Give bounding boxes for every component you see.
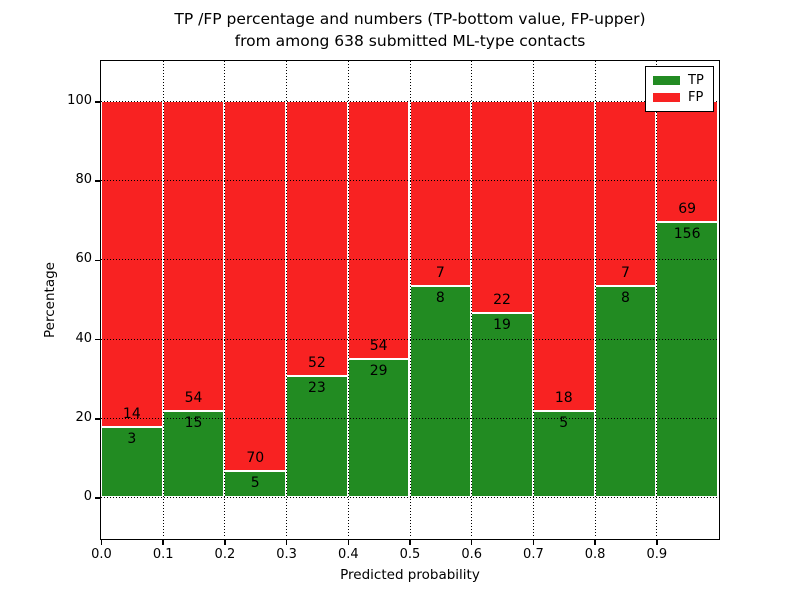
- bar-label-fp: 54: [369, 337, 388, 354]
- bar-segment-fp: [224, 101, 287, 471]
- bar-label-fp: 54: [184, 389, 203, 406]
- x-tick-mark: [162, 540, 164, 545]
- gridline-vertical: [162, 61, 164, 538]
- x-tick-mark: [409, 540, 411, 545]
- legend-entry-tp: TP: [653, 74, 706, 87]
- bar-segment-fp: [347, 101, 410, 359]
- bar-label-fp: 22: [493, 292, 511, 309]
- x-tick-label: 0.0: [91, 547, 112, 562]
- bar-label-tp: 5: [250, 474, 260, 491]
- y-tick-label: 20: [75, 409, 92, 425]
- legend-swatch-fp: [653, 93, 680, 103]
- x-tick-label: 0.8: [584, 547, 606, 562]
- bar-label-fp: 69: [678, 201, 697, 218]
- bar-segment-fp: [471, 101, 533, 314]
- gridline-vertical: [532, 61, 534, 538]
- y-tick-label: 100: [67, 93, 92, 108]
- bar-segment-fp: [286, 101, 348, 376]
- bar-segment-tp: [532, 410, 595, 497]
- y-tick-label: 40: [75, 330, 92, 346]
- x-tick-label: 0.1: [152, 547, 174, 562]
- bar-label-fp: 52: [308, 354, 326, 371]
- plot-inner: 14 3 54 15 70 5 52 23 54 29 7 8 22 19 18 5 7 8 69 156: [101, 61, 718, 538]
- x-tick-mark: [470, 540, 473, 545]
- legend: TP FP: [645, 66, 714, 112]
- bar-segment-fp: [101, 101, 163, 428]
- x-tick-mark: [532, 540, 535, 545]
- bar-segment-tp: [656, 222, 718, 497]
- chart-subtitle: from among 638 submitted ML-type contact…: [234, 32, 586, 50]
- x-axis-label: Predicted probability: [340, 567, 480, 583]
- bar-label-tp: 29: [369, 362, 388, 379]
- bar-segment-fp: [594, 101, 657, 286]
- x-tick-mark: [100, 540, 103, 545]
- gridline-vertical: [471, 61, 473, 538]
- bar-label-tp: 156: [673, 226, 701, 243]
- bar-label-fp: 18: [554, 389, 573, 406]
- x-tick-label: 0.9: [646, 547, 668, 562]
- bar-label-tp: 19: [493, 317, 511, 334]
- legend-entry-fp: FP: [653, 91, 706, 104]
- gridline-vertical: [409, 61, 411, 538]
- y-tick-label: 60: [75, 251, 92, 267]
- x-tick-label: 0.3: [276, 547, 297, 562]
- y-tick-mark: [95, 418, 100, 420]
- bar-label-fp: 14: [122, 406, 141, 423]
- y-tick-mark: [95, 180, 100, 182]
- bar-segment-fp: [162, 101, 225, 411]
- x-tick-label: 0.4: [337, 547, 359, 562]
- legend-swatch-tp: [653, 75, 680, 85]
- bar-label-tp: 5: [559, 414, 569, 431]
- x-tick-label: 0.5: [399, 547, 421, 562]
- gridline-vertical: [594, 61, 596, 538]
- bar-segment-fp: [409, 101, 472, 286]
- bar-label-fp: 7: [620, 264, 630, 281]
- y-axis-label: Percentage: [42, 262, 58, 338]
- bar-label-tp: 15: [184, 414, 203, 431]
- gridline-vertical: [347, 61, 349, 538]
- y-tick-mark: [95, 497, 100, 499]
- y-tick-mark: [95, 259, 100, 262]
- bar-segment-tp: [409, 285, 472, 497]
- bar-segment-tp: [101, 427, 163, 497]
- bar-label-fp: 7: [435, 264, 445, 281]
- x-tick-label: 0.6: [461, 547, 483, 562]
- bar-label-fp: 70: [246, 449, 265, 466]
- y-tick-label: 0: [83, 489, 92, 504]
- gridline-vertical: [224, 61, 226, 538]
- gridline-vertical: [656, 61, 658, 538]
- x-tick-mark: [224, 540, 226, 545]
- legend-label: FP: [688, 90, 704, 106]
- x-tick-mark: [656, 540, 658, 545]
- y-tick-label: 80: [75, 172, 92, 188]
- bar-segment-tp: [471, 313, 533, 497]
- bar-label-tp: 3: [127, 431, 137, 448]
- bar-segment-fp: [532, 101, 595, 411]
- x-tick-mark: [285, 540, 288, 545]
- gridline-vertical: [286, 61, 288, 538]
- bar-label-tp: 8: [435, 289, 445, 306]
- bar-segment-tp: [594, 285, 657, 497]
- plot-area: 14 3 54 15 70 5 52 23 54 29 7 8 22 19 18 5 7 8 69 156: [100, 60, 720, 540]
- x-tick-mark: [347, 540, 350, 545]
- x-tick-mark: [594, 540, 596, 545]
- bar-segment-tp: [286, 375, 348, 497]
- y-tick-mark: [95, 101, 100, 103]
- bar-label-tp: 23: [308, 379, 326, 396]
- x-tick-label: 0.2: [214, 547, 236, 562]
- x-tick-label: 0.7: [523, 547, 544, 562]
- y-tick-mark: [95, 338, 100, 341]
- chart-title: TP /FP percentage and numbers (TP-bottom…: [174, 10, 646, 28]
- legend-label: TP: [688, 72, 704, 88]
- bar-label-tp: 8: [620, 289, 630, 306]
- bar-segment-tp: [162, 410, 225, 497]
